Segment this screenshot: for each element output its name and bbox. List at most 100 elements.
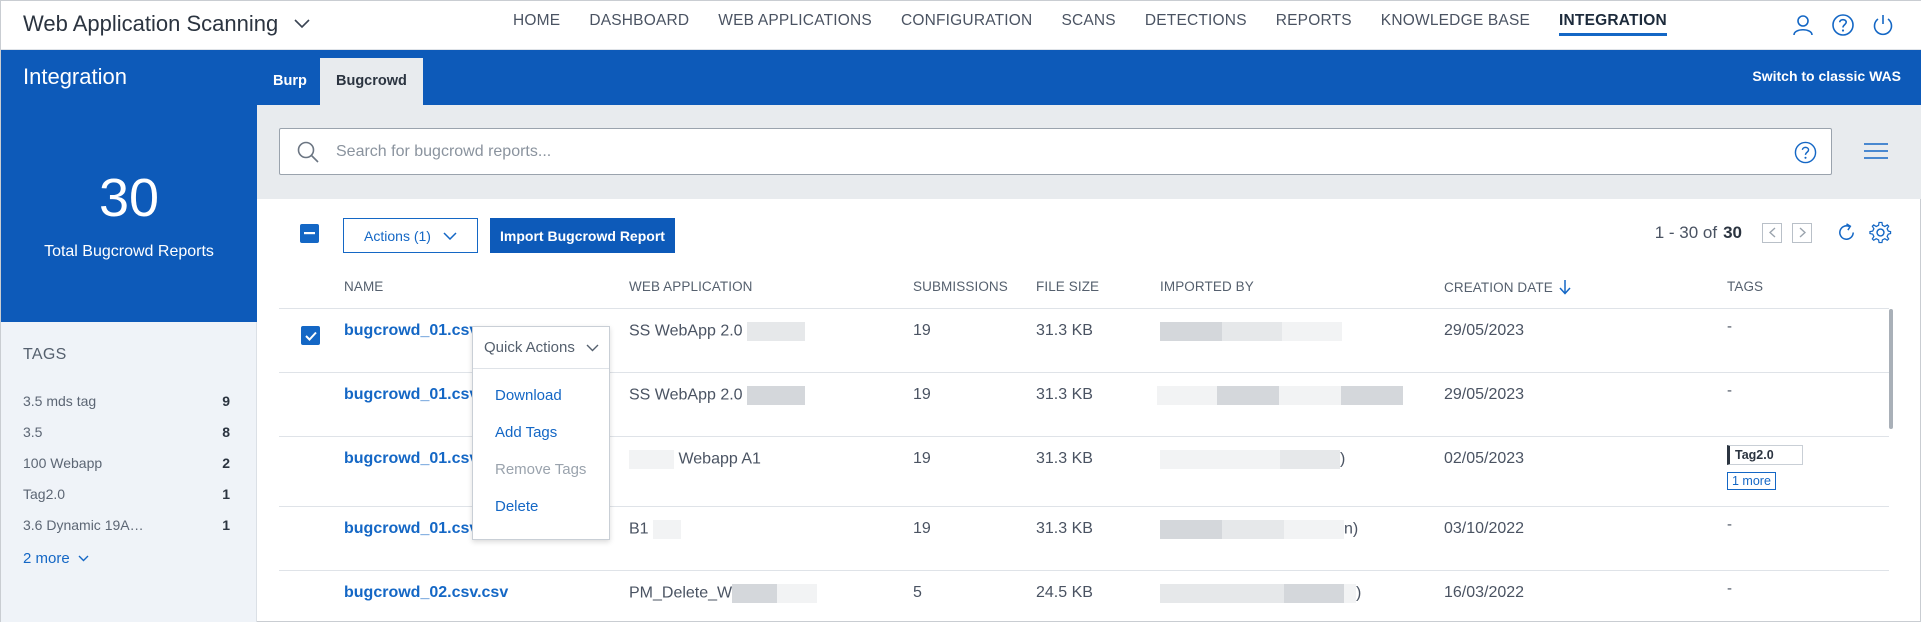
nav-home[interactable]: HOME (513, 12, 561, 29)
imported-by-cell: ) (1160, 450, 1345, 469)
report-name-link[interactable]: bugcrowd_01.csv (344, 386, 479, 403)
report-name-link[interactable]: bugcrowd_01.csv (344, 520, 479, 537)
power-icon[interactable] (1870, 12, 1896, 38)
col-header-tags[interactable]: TAGS (1727, 279, 1764, 294)
imported-by-value: ) (1340, 450, 1346, 468)
show-more-label: 2 more (23, 550, 70, 567)
file-size-cell: 24.5 KB (1036, 584, 1093, 601)
table-row[interactable]: bugcrowd_01.csv Webapp A1 19 31.3 KB ) 0… (279, 437, 1889, 507)
web-application-cell: Webapp A1 (629, 450, 761, 469)
user-icon[interactable] (1790, 12, 1816, 38)
next-page-button[interactable] (1792, 222, 1812, 243)
table-row[interactable]: bugcrowd_02.csv.csv PM_Delete_W 5 24.5 K… (279, 571, 1889, 622)
table-row[interactable]: bugcrowd_01.csv B1 19 31.3 KB n) 03/10/2… (279, 507, 1889, 571)
tag-filter-item[interactable]: Tag2.0 1 (23, 486, 230, 502)
tag-filter-item[interactable]: 3.6 Dynamic 19A… 1 (23, 517, 230, 533)
submissions-cell: 19 (913, 450, 931, 467)
col-header-name[interactable]: NAME (344, 279, 384, 294)
menu-item-delete[interactable]: Delete (495, 498, 539, 515)
nav-dashboard[interactable]: DASHBOARD (589, 12, 690, 29)
imported-by-cell (1160, 322, 1342, 341)
web-application-cell: SS WebApp 2.0 (629, 386, 806, 405)
redacted-text (1160, 584, 1284, 603)
hamburger-menu-icon[interactable] (1864, 142, 1888, 160)
redacted-text (732, 584, 778, 603)
menu-item-download[interactable]: Download (495, 387, 562, 404)
tags-cell: - (1727, 382, 1732, 399)
col-header-file-size[interactable]: FILE SIZE (1036, 279, 1100, 294)
creation-date-cell: 03/10/2022 (1444, 520, 1525, 537)
menu-item-remove-tags: Remove Tags (495, 461, 587, 478)
file-size-cell: 31.3 KB (1036, 450, 1093, 467)
help-icon[interactable] (1830, 12, 1856, 38)
tag-filter-item[interactable]: 3.5 mds tag 9 (23, 393, 230, 409)
table-row[interactable]: bugcrowd_01.csv SS WebApp 2.0 19 31.3 KB… (279, 373, 1889, 437)
report-name-link[interactable]: bugcrowd_02.csv.csv (344, 584, 509, 601)
select-all-checkbox[interactable] (300, 224, 319, 243)
refresh-icon[interactable] (1836, 222, 1857, 243)
row-checkbox[interactable] (301, 326, 320, 345)
tags-cell: - (1727, 516, 1732, 533)
redacted-text (1222, 322, 1282, 341)
tags-cell: - (1727, 318, 1732, 335)
imported-by-value: ) (1356, 584, 1362, 602)
tab-bugcrowd[interactable]: Bugcrowd (320, 58, 423, 105)
col-header-web-application[interactable]: WEB APPLICATION (629, 279, 753, 294)
show-more-tags-link[interactable]: 2 more (23, 550, 89, 567)
quick-actions-dropdown[interactable]: Quick Actions (473, 327, 609, 369)
nav-integration[interactable]: INTEGRATION (1559, 1, 1667, 50)
main-nav: HOME DASHBOARD WEB APPLICATIONS CONFIGUR… (513, 1, 1696, 50)
quick-actions-list: Download Add Tags Remove Tags Delete (473, 369, 609, 525)
col-header-creation-date[interactable]: CREATION DATE (1444, 279, 1571, 295)
prev-page-button[interactable] (1762, 222, 1782, 243)
tag-filter-item[interactable]: 3.5 8 (23, 424, 230, 440)
nav-web-applications[interactable]: WEB APPLICATIONS (718, 12, 872, 29)
tag-filter-count: 9 (222, 393, 230, 409)
app-title: Web Application Scanning (23, 11, 279, 36)
more-tags-link[interactable]: 1 more (1727, 472, 1776, 490)
search-help-icon[interactable] (1794, 141, 1817, 164)
redacted-text (1284, 520, 1344, 539)
tab-burp[interactable]: Burp (273, 73, 307, 89)
web-application-cell: PM_Delete_W (629, 584, 818, 603)
nav-configuration[interactable]: CONFIGURATION (900, 12, 1033, 29)
nav-knowledge-base[interactable]: KNOWLEDGE BASE (1380, 12, 1531, 29)
top-icons (1790, 12, 1896, 38)
total-reports-stat: 30 Total Bugcrowd Reports (1, 105, 257, 322)
gear-icon[interactable] (1869, 221, 1892, 244)
nav-scans[interactable]: SCANS (1061, 12, 1116, 29)
pager-range: 1 - 30 of (1654, 222, 1718, 242)
col-header-submissions[interactable]: SUBMISSIONS (913, 279, 1008, 294)
total-reports-count: 30 (98, 168, 160, 228)
file-size-cell: 31.3 KB (1036, 322, 1093, 339)
table-toolbar: Actions (1) Import Bugcrowd Report 1 - 3… (257, 199, 1921, 279)
web-application-cell: B1 (629, 520, 682, 539)
search-box (279, 128, 1832, 175)
menu-item-add-tags[interactable]: Add Tags (495, 424, 558, 441)
redacted-text (1157, 386, 1217, 405)
web-application-value: SS WebApp 2.0 (629, 386, 743, 404)
report-name-link[interactable]: bugcrowd_01.csv (344, 450, 479, 467)
web-application-cell: SS WebApp 2.0 (629, 322, 806, 341)
table-row[interactable]: bugcrowd_01.csv SS WebApp 2.0 19 31.3 KB… (279, 309, 1889, 373)
nav-reports[interactable]: REPORTS (1275, 12, 1352, 29)
file-size-cell: 31.3 KB (1036, 386, 1093, 403)
search-input[interactable] (336, 138, 1736, 166)
app-switcher[interactable]: Web Application Scanning (23, 11, 310, 37)
import-bugcrowd-report-button[interactable]: Import Bugcrowd Report (490, 218, 675, 253)
creation-date-cell: 16/03/2022 (1444, 584, 1525, 601)
tag-filter-item[interactable]: 100 Webapp 2 (23, 455, 230, 471)
redacted-text (1284, 584, 1344, 603)
nav-detections[interactable]: DETECTIONS (1144, 12, 1247, 29)
imported-by-cell: n) (1160, 520, 1358, 539)
col-header-imported-by[interactable]: IMPORTED BY (1160, 279, 1254, 294)
actions-dropdown[interactable]: Actions (1) (343, 218, 478, 253)
report-name-link[interactable]: bugcrowd_01.csv (344, 322, 479, 339)
chevron-down-icon (294, 19, 310, 29)
submissions-cell: 19 (913, 520, 931, 537)
table-scrollbar[interactable] (1889, 309, 1893, 429)
reports-table: NAME WEB APPLICATION SUBMISSIONS FILE SI… (279, 279, 1889, 622)
imported-by-cell (1157, 386, 1403, 405)
switch-to-classic-link[interactable]: Switch to classic WAS (1752, 68, 1901, 84)
redacted-text (747, 322, 806, 341)
